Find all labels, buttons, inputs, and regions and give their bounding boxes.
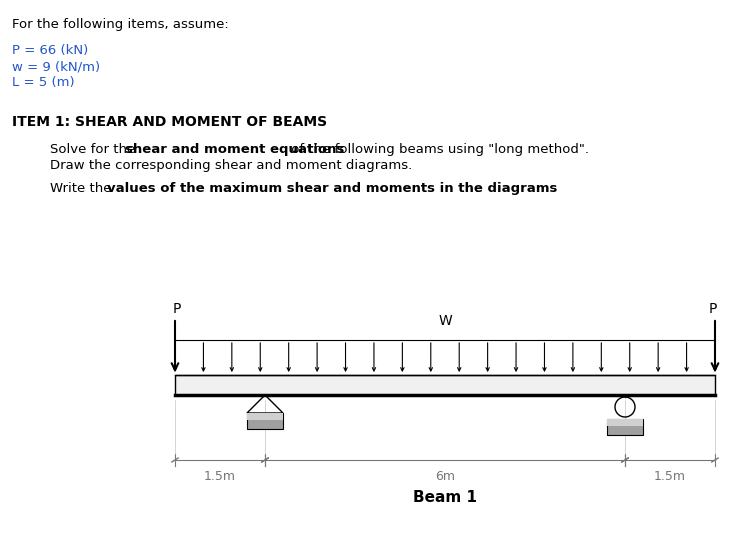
Text: 1.5m: 1.5m	[654, 470, 686, 483]
Text: Beam 1: Beam 1	[413, 490, 477, 505]
Text: P: P	[708, 302, 717, 316]
Text: 6m: 6m	[435, 470, 455, 483]
Text: For the following items, assume:: For the following items, assume:	[12, 18, 228, 31]
Text: values of the maximum shear and moments in the diagrams: values of the maximum shear and moments …	[107, 182, 557, 195]
Text: P = 66 (kN): P = 66 (kN)	[12, 44, 89, 57]
Text: of the following beams using "long method".: of the following beams using "long metho…	[287, 143, 589, 156]
Text: L = 5 (m): L = 5 (m)	[12, 76, 74, 89]
Text: P: P	[173, 302, 182, 316]
Text: W: W	[438, 314, 452, 328]
Text: .: .	[475, 182, 479, 195]
Text: Draw the corresponding shear and moment diagrams.: Draw the corresponding shear and moment …	[50, 159, 412, 172]
Text: Solve for the: Solve for the	[50, 143, 140, 156]
Bar	[175, 375, 715, 395]
Text: Write the: Write the	[50, 182, 116, 195]
Bar	[247, 413, 283, 420]
Bar	[607, 419, 643, 435]
Text: shear and moment equations: shear and moment equations	[125, 143, 344, 156]
Text: 1.5m: 1.5m	[204, 470, 236, 483]
Bar	[247, 413, 283, 429]
Bar	[607, 419, 643, 426]
Text: ITEM 1: SHEAR AND MOMENT OF BEAMS: ITEM 1: SHEAR AND MOMENT OF BEAMS	[12, 115, 327, 129]
Text: w = 9 (kN/m): w = 9 (kN/m)	[12, 60, 100, 73]
